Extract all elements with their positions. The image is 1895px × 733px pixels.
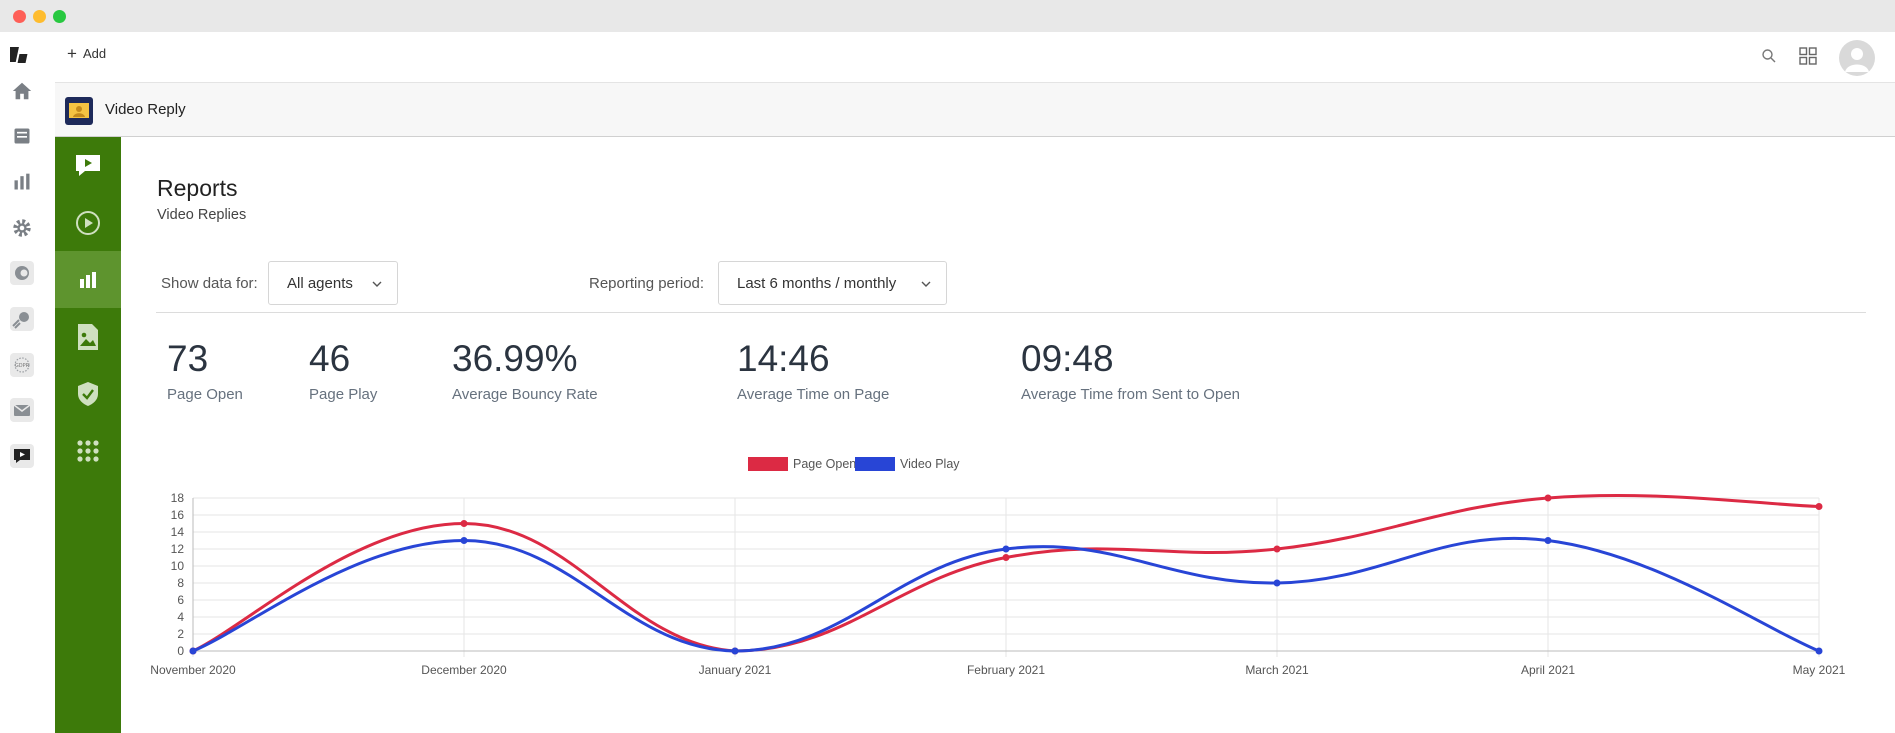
period-dropdown[interactable]: Last 6 months / monthly bbox=[718, 261, 947, 305]
app-icon[interactable] bbox=[6, 303, 38, 335]
period-filter-label: Reporting period: bbox=[589, 275, 705, 292]
agents-dropdown-value: All agents bbox=[287, 274, 353, 292]
stat-bounce-rate: 36.99% Average Bouncy Rate bbox=[452, 340, 598, 403]
stat-label: Page Open bbox=[167, 386, 243, 403]
stat-value: 36.99% bbox=[452, 338, 578, 379]
app-header: Video Reply bbox=[55, 82, 1895, 137]
data-point bbox=[460, 537, 468, 544]
search-icon[interactable] bbox=[1761, 48, 1777, 69]
reports-main: Reports Video Replies Show data for: All… bbox=[121, 137, 1895, 733]
x-tick-label: May 2021 bbox=[1793, 663, 1846, 677]
data-point bbox=[1544, 537, 1552, 544]
maximize-window-button[interactable] bbox=[53, 10, 66, 23]
video-reply-logo-icon bbox=[65, 97, 93, 125]
gdpr-icon[interactable]: GDPR bbox=[6, 349, 38, 381]
home-icon[interactable] bbox=[6, 75, 38, 107]
stat-label: Page Play bbox=[309, 386, 378, 403]
data-point bbox=[1815, 503, 1823, 510]
shield-check-icon[interactable] bbox=[55, 365, 121, 422]
add-button-label: Add bbox=[82, 46, 107, 61]
stat-page-open: 73 Page Open bbox=[167, 340, 243, 403]
chat-video-icon[interactable] bbox=[55, 137, 121, 194]
y-tick-label: 14 bbox=[171, 525, 185, 539]
line-chart: 0 2 4 6 8 10 12 14 16 18 November 2020 December 202… bbox=[150, 457, 1846, 677]
page-title: Reports bbox=[157, 175, 238, 201]
stat-value: 73 bbox=[167, 338, 209, 379]
stat-value: 09:48 bbox=[1021, 338, 1114, 379]
x-tick-label: December 2020 bbox=[421, 663, 507, 677]
stat-time-on-page: 14:46 Average Time on Page bbox=[737, 340, 889, 403]
data-point bbox=[1273, 545, 1281, 553]
chevron-down-icon bbox=[920, 277, 932, 294]
reports-icon[interactable] bbox=[6, 166, 38, 198]
stat-label: Average Time on Page bbox=[737, 386, 890, 403]
stat-label: Average Time from Sent to Open bbox=[1021, 386, 1241, 403]
data-point bbox=[1815, 647, 1823, 655]
agents-filter-label: Show data for: bbox=[161, 275, 258, 292]
stat-value: 14:46 bbox=[737, 338, 830, 379]
app-rail: GDPR bbox=[0, 32, 45, 733]
x-tick-label: November 2020 bbox=[150, 663, 236, 677]
chevron-down-icon bbox=[371, 277, 383, 294]
y-tick-label: 6 bbox=[177, 593, 184, 607]
image-file-icon[interactable] bbox=[55, 308, 121, 365]
data-point bbox=[1002, 545, 1010, 553]
avatar[interactable] bbox=[1839, 40, 1875, 76]
stat-time-sent-to-open: 09:48 Average Time from Sent to Open bbox=[1021, 340, 1240, 403]
close-window-button[interactable] bbox=[13, 10, 26, 23]
video-reply-icon[interactable] bbox=[6, 440, 38, 472]
app-side-nav bbox=[55, 137, 121, 733]
svg-text:GDPR: GDPR bbox=[15, 363, 30, 369]
legend-swatch bbox=[748, 457, 788, 471]
period-dropdown-value: Last 6 months / monthly bbox=[737, 274, 897, 292]
play-circle-icon[interactable] bbox=[55, 194, 121, 251]
data-point bbox=[460, 520, 468, 527]
data-point bbox=[731, 647, 739, 655]
legend-label: Page Open bbox=[793, 457, 856, 471]
data-point bbox=[1544, 494, 1552, 502]
apps-grid-icon[interactable] bbox=[1799, 46, 1817, 70]
data-point bbox=[1002, 554, 1010, 561]
y-tick-label: 0 bbox=[177, 644, 184, 658]
app-icon[interactable] bbox=[6, 257, 38, 289]
y-tick-label: 8 bbox=[177, 576, 184, 590]
y-tick-label: 16 bbox=[171, 508, 185, 522]
x-tick-label: January 2021 bbox=[699, 663, 772, 677]
page-subtitle: Video Replies bbox=[157, 207, 247, 223]
x-tick-label: February 2021 bbox=[967, 663, 1045, 677]
top-bar: + Add bbox=[55, 32, 1895, 82]
y-tick-label: 10 bbox=[171, 559, 185, 573]
gear-icon[interactable] bbox=[6, 212, 38, 244]
divider bbox=[156, 312, 1866, 313]
minimize-window-button[interactable] bbox=[33, 10, 46, 23]
app-title: Video Reply bbox=[105, 101, 186, 118]
stat-label: Average Bouncy Rate bbox=[452, 386, 598, 403]
data-point bbox=[189, 647, 197, 655]
stat-page-play: 46 Page Play bbox=[309, 340, 377, 403]
add-button[interactable]: + Add bbox=[67, 45, 106, 62]
mail-icon[interactable] bbox=[6, 394, 38, 426]
stat-value: 46 bbox=[309, 338, 351, 379]
data-point bbox=[1273, 579, 1281, 587]
window-titlebar bbox=[0, 0, 1895, 32]
y-tick-label: 12 bbox=[171, 542, 185, 556]
x-tick-label: March 2021 bbox=[1245, 663, 1309, 677]
logo-icon[interactable] bbox=[6, 38, 38, 70]
y-tick-label: 18 bbox=[171, 491, 185, 505]
legend-swatch bbox=[855, 457, 895, 471]
plus-icon: + bbox=[67, 44, 77, 63]
bar-chart-icon[interactable] bbox=[55, 251, 121, 308]
y-tick-label: 2 bbox=[177, 627, 184, 641]
y-tick-label: 4 bbox=[177, 610, 184, 624]
x-tick-label: April 2021 bbox=[1521, 663, 1575, 677]
agents-dropdown[interactable]: All agents bbox=[268, 261, 398, 305]
inbox-icon[interactable] bbox=[6, 120, 38, 152]
legend-label: Video Play bbox=[900, 457, 960, 471]
grid-dots-icon[interactable] bbox=[55, 422, 121, 479]
